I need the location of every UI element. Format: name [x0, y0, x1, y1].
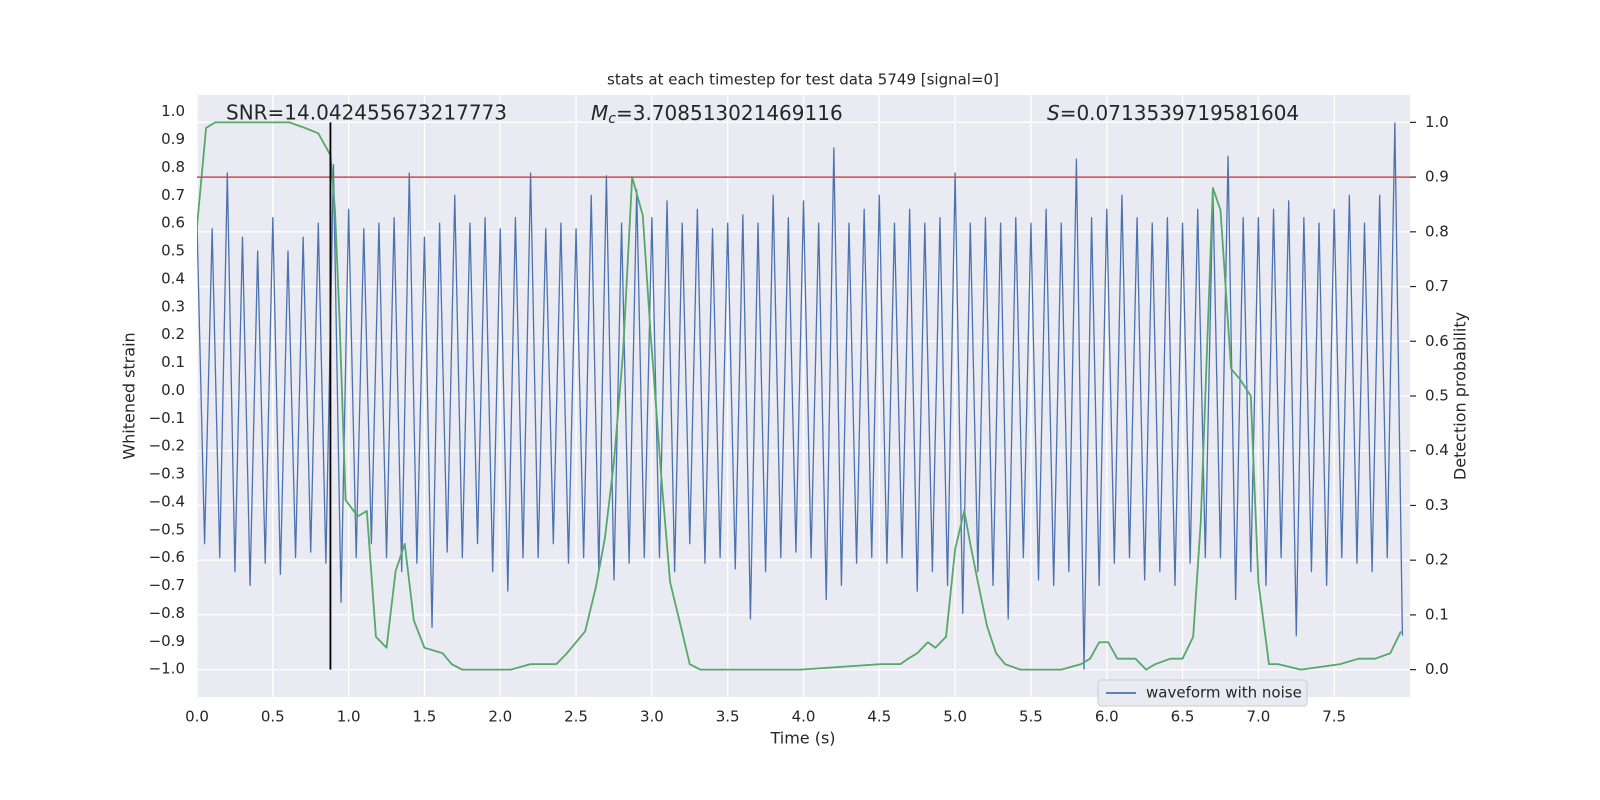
y2-tick-label: 1.0: [1425, 113, 1449, 131]
y-tick-label: −0.3: [149, 465, 185, 483]
annotation-value: =0.0713539719581604: [1060, 101, 1299, 125]
y2-tick-label: 0.0: [1425, 660, 1449, 678]
annotation: Mc=3.708513021469116: [591, 101, 843, 128]
x-tick-label: 1.5: [413, 708, 437, 726]
x-tick-label: 2.0: [488, 708, 512, 726]
annotation-subscript: c: [608, 111, 616, 127]
x-tick-label: 0.0: [185, 708, 209, 726]
x-tick-label: 2.5: [564, 708, 588, 726]
y-tick-label: −0.6: [149, 548, 185, 566]
y2-axis-label: Detection probability: [1451, 312, 1470, 480]
y-tick-label: −0.2: [149, 437, 185, 455]
legend-label: waveform with noise: [1146, 684, 1302, 702]
y2-tick-label: 0.8: [1425, 222, 1449, 240]
y-tick-label: 0.7: [161, 186, 185, 204]
y-tick-label: 0.2: [161, 325, 185, 343]
chart-title: stats at each timestep for test data 574…: [607, 71, 999, 89]
annotation-value: =3.708513021469116: [616, 101, 843, 125]
x-tick-label: 7.0: [1246, 708, 1270, 726]
y-tick-label: −0.8: [149, 604, 185, 622]
x-tick-label: 7.5: [1322, 708, 1346, 726]
y-tick-label: 0.5: [161, 242, 185, 260]
y-tick-label: 0.3: [161, 297, 185, 315]
annotation-symbol: M: [591, 101, 608, 125]
x-tick-label: 0.5: [261, 708, 285, 726]
y2-tick-label: 0.3: [1425, 496, 1449, 514]
y2-tick-label: 0.5: [1425, 387, 1449, 405]
y-tick-label: 0.9: [161, 130, 185, 148]
x-tick-label: 4.5: [867, 708, 891, 726]
legend-box: [1097, 679, 1308, 707]
y2-tick-label: 0.9: [1425, 168, 1449, 186]
series-line: [197, 121, 1402, 671]
y2-tick-label: 0.2: [1425, 551, 1449, 569]
x-tick-label: 1.0: [337, 708, 361, 726]
y-tick-label: −0.4: [149, 492, 185, 510]
y-tick-label: −0.7: [149, 576, 185, 594]
series-line: [197, 122, 1404, 670]
y-tick-label: 1.0: [161, 102, 185, 120]
x-tick-label: 6.0: [1095, 708, 1119, 726]
annotation-symbol: S: [1047, 101, 1060, 125]
y-axis-label: Whitened strain: [120, 332, 139, 459]
y-tick-label: 0.8: [161, 158, 185, 176]
y2-tick-label: 0.6: [1425, 332, 1449, 350]
y2-tick-label: 0.7: [1425, 277, 1449, 295]
y-tick-label: 0.6: [161, 214, 185, 232]
annotation: S=0.0713539719581604: [1047, 101, 1299, 125]
y2-tick-label: 0.4: [1425, 441, 1449, 459]
x-tick-label: 6.5: [1171, 708, 1195, 726]
x-tick-label: 3.5: [716, 708, 740, 726]
y-tick-label: −1.0: [149, 660, 185, 678]
annotation: SNR=14.042455673217773: [226, 101, 507, 125]
x-tick-label: 4.0: [792, 708, 816, 726]
y2-tick-label: 0.1: [1425, 605, 1449, 623]
x-tick-label: 5.5: [1019, 708, 1043, 726]
y-tick-label: 0.1: [161, 353, 185, 371]
y-tick-label: −0.5: [149, 520, 185, 538]
y-tick-label: −0.9: [149, 632, 185, 650]
x-tick-label: 5.0: [943, 708, 967, 726]
x-axis-label: Time (s): [769, 729, 835, 748]
y-tick-label: −0.1: [149, 409, 185, 427]
x-tick-label: 3.0: [640, 708, 664, 726]
y-tick-label: 0.0: [161, 381, 185, 399]
y-tick-label: 0.4: [161, 269, 185, 287]
